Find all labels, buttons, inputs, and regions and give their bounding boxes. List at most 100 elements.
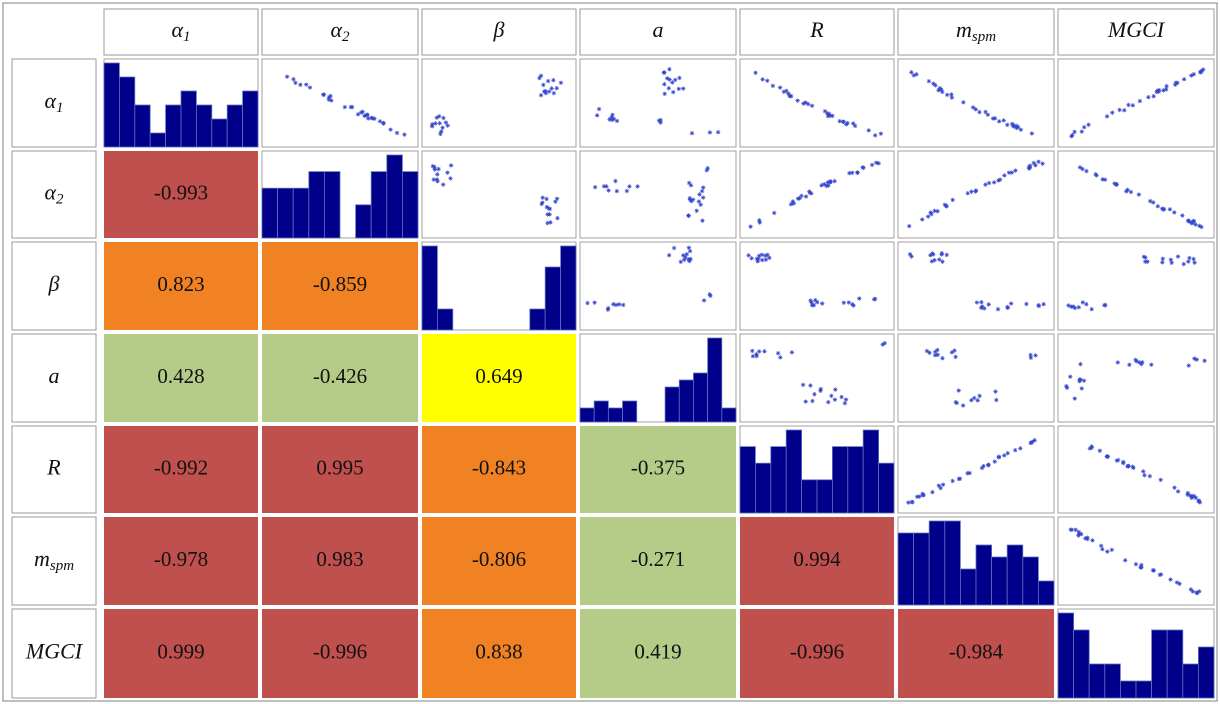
scatter-point (377, 119, 383, 124)
column-header-box (579, 8, 737, 56)
scatter-point (977, 393, 982, 399)
scatter-point (778, 355, 783, 360)
scatter-point (809, 300, 814, 305)
scatter-point (328, 93, 333, 99)
histogram-bar (401, 171, 419, 239)
scatter-point (799, 193, 804, 199)
scatter-point (1141, 469, 1146, 474)
scatter-point (545, 78, 551, 84)
scatter-point (1115, 360, 1121, 365)
scatter-point (613, 178, 618, 184)
scatter-point (818, 386, 824, 392)
scatter-point (307, 85, 313, 90)
histogram-bar (436, 308, 454, 331)
scatter-point (1194, 357, 1199, 362)
histogram-bar (149, 132, 166, 148)
scatter-point (682, 257, 687, 262)
column-header-box (897, 8, 1055, 56)
scatter-point (874, 160, 879, 165)
scatter-point (770, 83, 776, 89)
scatter-point (1148, 198, 1153, 204)
histogram-bar (832, 446, 849, 514)
correlation-cell: 0.995 (262, 426, 418, 513)
scatter-point (763, 257, 769, 262)
scatter-point (321, 92, 327, 97)
correlation-value: 0.838 (475, 639, 522, 663)
scatter-point (670, 80, 675, 85)
row-header-6: MGCI (25, 639, 84, 664)
histogram-bar (292, 187, 310, 239)
correlation-fill (580, 609, 736, 698)
scatter-point (788, 202, 794, 207)
scatter-point (807, 190, 813, 196)
scatter-panel (897, 150, 1055, 239)
correlation-value: 0.995 (316, 455, 363, 479)
scatter-point (1181, 261, 1186, 267)
histogram-bar (1166, 629, 1184, 699)
scatter-point (1168, 257, 1174, 262)
scatter-point (1186, 218, 1191, 224)
row-header-4: R (46, 455, 61, 480)
scatter-point (355, 112, 361, 117)
scatter-point (986, 180, 992, 186)
scatter-point (1018, 127, 1024, 132)
scatter-point (601, 184, 607, 189)
row-header-box (11, 608, 97, 699)
scatter-point (850, 302, 855, 307)
correlation-value: 0.823 (157, 272, 204, 296)
scatter-point (1102, 177, 1108, 182)
correlation-cell: 0.649 (422, 334, 576, 422)
scatter-point (1005, 450, 1010, 456)
scatter-point (1011, 123, 1016, 128)
histogram-bar (678, 379, 694, 423)
scatter-point (291, 76, 296, 82)
scatter-point (1033, 163, 1038, 168)
scatter-point (1069, 134, 1074, 139)
scatter-point (394, 130, 400, 136)
scatter-point (701, 185, 706, 190)
scatter-point (1079, 386, 1084, 391)
correlation-cell: -0.375 (580, 426, 736, 513)
scatter-point (1041, 301, 1046, 307)
scatter-point (1084, 301, 1089, 307)
scatter-point (757, 220, 762, 225)
scatter-point (624, 188, 630, 194)
scatter-point (749, 256, 754, 261)
correlation-fill (104, 151, 258, 238)
scatter-point (1077, 377, 1082, 382)
scatter-point (828, 113, 833, 118)
scatter-panel (897, 58, 1055, 148)
scatter-point (304, 82, 309, 87)
scatter-point (1177, 581, 1182, 587)
scatter-point (809, 103, 815, 109)
histogram-bar (1073, 629, 1090, 699)
scatter-point (986, 302, 991, 307)
scatter-point (936, 483, 942, 488)
histogram-bar (593, 400, 609, 423)
scatter-point (1145, 259, 1150, 264)
column-header-4: R (809, 17, 824, 42)
scatter-point (1193, 222, 1198, 227)
scatter-point (937, 257, 942, 262)
scatter-point (957, 476, 963, 481)
scatter-point (369, 115, 374, 121)
correlation-fill (740, 609, 894, 698)
correlation-fill (104, 517, 258, 605)
scatter-point (1079, 129, 1085, 134)
scatter-point (837, 118, 842, 124)
scatter-panel (897, 241, 1055, 331)
scatter-point (995, 306, 1001, 312)
scatter-point (1018, 446, 1023, 451)
scatter-point (1194, 590, 1199, 595)
scatter-point (985, 112, 991, 117)
scatter-point (760, 77, 765, 82)
scatter-point (1036, 159, 1041, 164)
scatter-point (686, 257, 691, 262)
scatter-point (704, 168, 710, 173)
scatter-point (1180, 213, 1185, 218)
scatter-point (983, 109, 988, 115)
histogram-panel (897, 516, 1055, 606)
scatter-point (842, 400, 848, 406)
scatter-point (795, 98, 800, 103)
scatter-point (681, 86, 686, 91)
